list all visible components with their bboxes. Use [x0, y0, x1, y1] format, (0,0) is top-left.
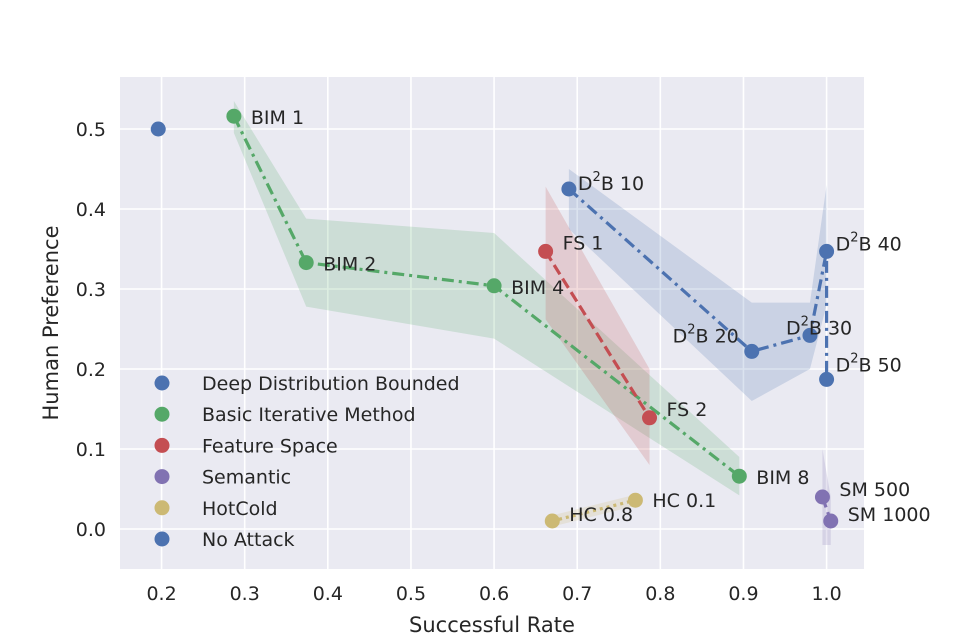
point-label-fs-1: FS 1 [563, 232, 604, 254]
legend-marker-feature-space [154, 437, 170, 453]
point-label-hc-0-8: HC 0.8 [569, 504, 633, 526]
x-tick-label: 1.0 [811, 583, 841, 605]
y-tick-label: 0.4 [76, 199, 106, 221]
deep-distribution-bounded-point [819, 243, 835, 259]
x-tick-label: 0.3 [230, 583, 260, 605]
basic-iterative-method-point [731, 468, 747, 484]
legend-marker-semantic [154, 469, 170, 485]
legend-label-basic-iterative-method: Basic Iterative Method [202, 404, 416, 426]
x-tick-label: 0.9 [728, 583, 758, 605]
legend-label-no-attack: No Attack [202, 529, 295, 551]
point-label-sm-500: SM 500 [839, 479, 910, 501]
x-ticks: 0.2 0.3 0.4 0.5 0.6 0.7 0.8 0.9 1.0 [146, 583, 841, 605]
x-axis-title: Successful Rate [409, 613, 575, 637]
deep-distribution-bounded-point [819, 371, 835, 387]
basic-iterative-method-point [226, 108, 242, 124]
basic-iterative-method-point [486, 278, 502, 294]
feature-space-point [538, 243, 554, 259]
feature-space-line [544, 250, 651, 419]
deep-distribution-bounded-point [802, 327, 818, 343]
point-labels: D2B 10 D2B 20 D2B 30 D2B 40 D2B 50 BIM 1 BIM 2… [251, 107, 931, 526]
hotcold-point [544, 513, 560, 529]
legend-label-hotcold: HotCold [202, 498, 278, 520]
deep-distribution-bounded-point [744, 343, 760, 359]
confidence-bands [233, 101, 831, 545]
y-axis-title: Human Preference [39, 226, 63, 421]
x-tick-label: 0.2 [146, 583, 176, 605]
y-tick-label: 0.5 [76, 119, 106, 141]
x-tick-label: 0.7 [562, 583, 592, 605]
legend-marker-basic-iterative-method [154, 406, 170, 422]
feature-space-band [545, 186, 650, 465]
point-label-d-b-50: D2B 50 [836, 351, 902, 376]
legend-marker-no-attack [154, 531, 170, 547]
basic-iterative-method-line [232, 115, 741, 478]
point-label-bim-2: BIM 2 [323, 254, 376, 276]
point-label-bim-1: BIM 1 [251, 107, 304, 129]
legend-marker-deep-distribution-bounded [154, 375, 170, 391]
hotcold-line [551, 498, 636, 523]
legend-marker-hotcold [154, 500, 170, 516]
deep-distribution-bounded-band [568, 169, 827, 417]
legend-label-deep-distribution-bounded: Deep Distribution Bounded [202, 373, 460, 395]
x-tick-label: 0.4 [313, 583, 343, 605]
point-label-d-b-20: D2B 20 [673, 322, 739, 347]
x-tick-label: 0.8 [645, 583, 675, 605]
point-label-d-b-10: D2B 10 [578, 170, 644, 195]
y-tick-label: 0.3 [76, 279, 106, 301]
semantic-point [814, 489, 830, 505]
y-ticks: 0.0 0.1 0.2 0.3 0.4 0.5 [76, 119, 106, 541]
basic-iterative-method-band [233, 101, 740, 496]
point-label-hc-0-1: HC 0.1 [652, 490, 716, 512]
point-label-bim-4: BIM 4 [511, 277, 564, 299]
data-points [150, 108, 839, 529]
legend: Deep Distribution Bounded Basic Iterative… [154, 373, 460, 551]
feature-space-point [642, 410, 658, 426]
point-label-sm-1000: SM 1000 [848, 504, 931, 526]
point-label-bim-8: BIM 8 [756, 467, 809, 489]
x-tick-label: 0.6 [479, 583, 509, 605]
point-label-d-b-40: D2B 40 [836, 230, 902, 255]
hotcold-point [627, 492, 643, 508]
y-tick-label: 0.0 [76, 519, 106, 541]
deep-distribution-bounded-point [561, 181, 577, 197]
legend-label-semantic: Semantic [202, 467, 291, 489]
point-label-fs-2: FS 2 [667, 399, 708, 421]
legend-label-feature-space: Feature Space [202, 435, 338, 457]
y-tick-label: 0.1 [76, 439, 106, 461]
semantic-point [823, 513, 839, 529]
x-tick-label: 0.5 [396, 583, 426, 605]
point-label-d-b-30: D2B 30 [786, 314, 852, 339]
basic-iterative-method-point [298, 255, 314, 271]
no-attack-point [150, 121, 166, 137]
y-tick-label: 0.2 [76, 359, 106, 381]
grid [120, 77, 864, 569]
